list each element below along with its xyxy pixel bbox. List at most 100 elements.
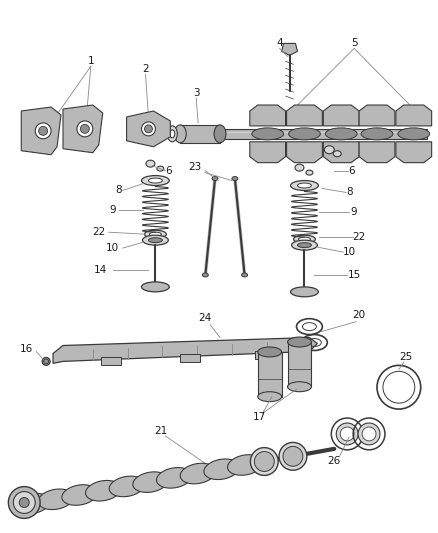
Ellipse shape: [297, 243, 311, 248]
Text: 21: 21: [153, 426, 166, 436]
Polygon shape: [254, 351, 274, 359]
Ellipse shape: [325, 128, 356, 140]
Ellipse shape: [227, 455, 262, 475]
Ellipse shape: [212, 176, 218, 181]
Ellipse shape: [8, 487, 40, 519]
Text: 9: 9: [109, 205, 116, 215]
Ellipse shape: [144, 230, 166, 238]
Text: 24: 24: [198, 313, 211, 322]
Ellipse shape: [332, 151, 340, 157]
Text: 26: 26: [327, 456, 340, 466]
Text: 23: 23: [188, 161, 201, 172]
Text: 15: 15: [347, 270, 360, 280]
Ellipse shape: [360, 128, 392, 140]
Ellipse shape: [38, 489, 74, 510]
Ellipse shape: [19, 497, 29, 507]
Ellipse shape: [170, 130, 174, 138]
Ellipse shape: [291, 240, 317, 250]
Polygon shape: [395, 142, 431, 163]
Polygon shape: [287, 342, 311, 387]
Text: 17: 17: [253, 412, 266, 422]
Ellipse shape: [39, 126, 47, 135]
Text: 8: 8: [345, 188, 352, 197]
Text: 25: 25: [398, 352, 411, 362]
Ellipse shape: [287, 382, 311, 392]
Polygon shape: [281, 43, 297, 55]
Ellipse shape: [149, 232, 161, 236]
Polygon shape: [53, 337, 317, 364]
Ellipse shape: [305, 170, 312, 175]
Ellipse shape: [133, 472, 168, 492]
Polygon shape: [358, 105, 394, 126]
Ellipse shape: [397, 128, 429, 140]
Polygon shape: [358, 142, 394, 163]
Ellipse shape: [298, 237, 310, 241]
Ellipse shape: [109, 476, 144, 497]
Ellipse shape: [203, 459, 239, 480]
Ellipse shape: [146, 160, 155, 167]
Ellipse shape: [14, 494, 50, 514]
Ellipse shape: [148, 178, 162, 183]
Ellipse shape: [287, 337, 311, 347]
Ellipse shape: [167, 126, 177, 142]
Ellipse shape: [174, 125, 186, 143]
Ellipse shape: [180, 463, 215, 484]
Polygon shape: [249, 142, 285, 163]
Text: 6: 6: [347, 166, 353, 175]
Text: 9: 9: [350, 207, 357, 217]
Text: 3: 3: [192, 88, 199, 98]
Text: 22: 22: [92, 227, 105, 237]
Polygon shape: [180, 125, 219, 143]
Ellipse shape: [85, 480, 120, 501]
Polygon shape: [286, 105, 321, 126]
Ellipse shape: [288, 128, 320, 140]
Polygon shape: [101, 357, 120, 365]
Ellipse shape: [257, 392, 281, 402]
Text: 4: 4: [276, 38, 282, 49]
Ellipse shape: [297, 183, 311, 188]
Ellipse shape: [361, 427, 375, 441]
Ellipse shape: [156, 467, 191, 488]
Ellipse shape: [294, 164, 303, 171]
Ellipse shape: [290, 287, 318, 297]
Text: 22: 22: [352, 232, 365, 242]
Ellipse shape: [257, 347, 281, 357]
Ellipse shape: [77, 121, 92, 137]
Text: 10: 10: [106, 243, 119, 253]
Ellipse shape: [251, 128, 283, 140]
Ellipse shape: [156, 166, 163, 171]
Ellipse shape: [144, 125, 152, 133]
Polygon shape: [257, 352, 281, 397]
Ellipse shape: [42, 358, 50, 365]
Polygon shape: [249, 105, 285, 126]
Ellipse shape: [80, 124, 89, 133]
Ellipse shape: [254, 451, 274, 472]
Ellipse shape: [231, 176, 237, 181]
Text: 1: 1: [87, 56, 94, 66]
Ellipse shape: [357, 423, 379, 445]
Ellipse shape: [283, 447, 302, 466]
Text: 20: 20: [352, 310, 365, 320]
Text: 16: 16: [20, 344, 33, 354]
Polygon shape: [395, 105, 431, 126]
Ellipse shape: [279, 442, 306, 470]
Ellipse shape: [339, 427, 353, 441]
Polygon shape: [63, 105, 102, 153]
Ellipse shape: [202, 273, 208, 277]
Text: 14: 14: [94, 265, 107, 275]
Text: 6: 6: [165, 166, 171, 175]
Ellipse shape: [62, 484, 97, 505]
Polygon shape: [180, 354, 200, 362]
Polygon shape: [323, 142, 358, 163]
Ellipse shape: [148, 238, 162, 243]
Ellipse shape: [13, 491, 35, 513]
Polygon shape: [126, 111, 170, 147]
Text: 10: 10: [342, 247, 355, 257]
Ellipse shape: [43, 359, 49, 364]
Ellipse shape: [141, 282, 169, 292]
Ellipse shape: [336, 423, 357, 445]
Ellipse shape: [142, 235, 168, 245]
Polygon shape: [170, 129, 426, 139]
Ellipse shape: [241, 273, 247, 277]
Polygon shape: [323, 105, 358, 126]
